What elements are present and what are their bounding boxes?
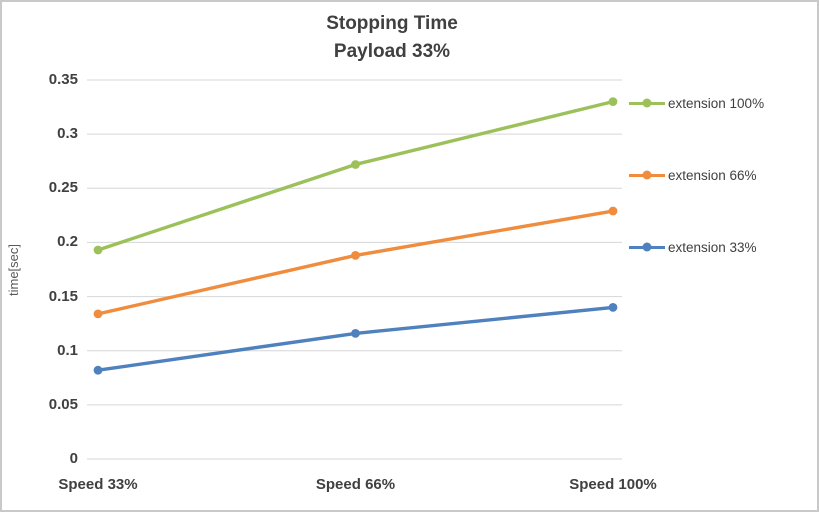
legend-label: extension 100% bbox=[668, 95, 765, 111]
y-tick-label: 0.3 bbox=[57, 125, 78, 143]
x-tick-label: Speed 33% bbox=[58, 476, 138, 493]
chart-title-block: Stopping Time Payload 33% bbox=[2, 10, 782, 66]
legend-item: extension 66% bbox=[629, 163, 764, 187]
chart-subtitle: Payload 33% bbox=[333, 41, 451, 62]
y-tick-label: 0.25 bbox=[48, 179, 78, 197]
chart-title: Stopping Time bbox=[326, 13, 458, 34]
legend: extension 100% extension 66% extension 3… bbox=[629, 91, 764, 259]
legend-marker-line bbox=[629, 170, 665, 180]
y-tick-label: 0.2 bbox=[57, 233, 78, 251]
x-tick-label: Speed 100% bbox=[569, 476, 657, 493]
x-tick-label: Speed 66% bbox=[315, 476, 396, 493]
y-tick-label: 0.05 bbox=[48, 395, 78, 413]
y-axis-title: time[sec] bbox=[6, 244, 21, 297]
legend-marker-dot bbox=[642, 170, 652, 180]
y-tick-label: 0.15 bbox=[48, 287, 78, 305]
y-tick-label: 0.35 bbox=[48, 71, 78, 88]
legend-item: extension 33% bbox=[629, 235, 764, 259]
legend-item: extension 100% bbox=[629, 91, 764, 115]
legend-marker-line bbox=[629, 242, 665, 252]
legend-marker-line bbox=[629, 98, 665, 108]
y-tick-label: 0.1 bbox=[57, 341, 78, 359]
legend-label: extension 66% bbox=[668, 167, 757, 183]
y-tick-label: 0 bbox=[69, 450, 78, 467]
legend-label: extension 33% bbox=[668, 239, 757, 255]
legend-marker-dot bbox=[642, 98, 652, 108]
legend-marker-dot bbox=[642, 242, 652, 252]
